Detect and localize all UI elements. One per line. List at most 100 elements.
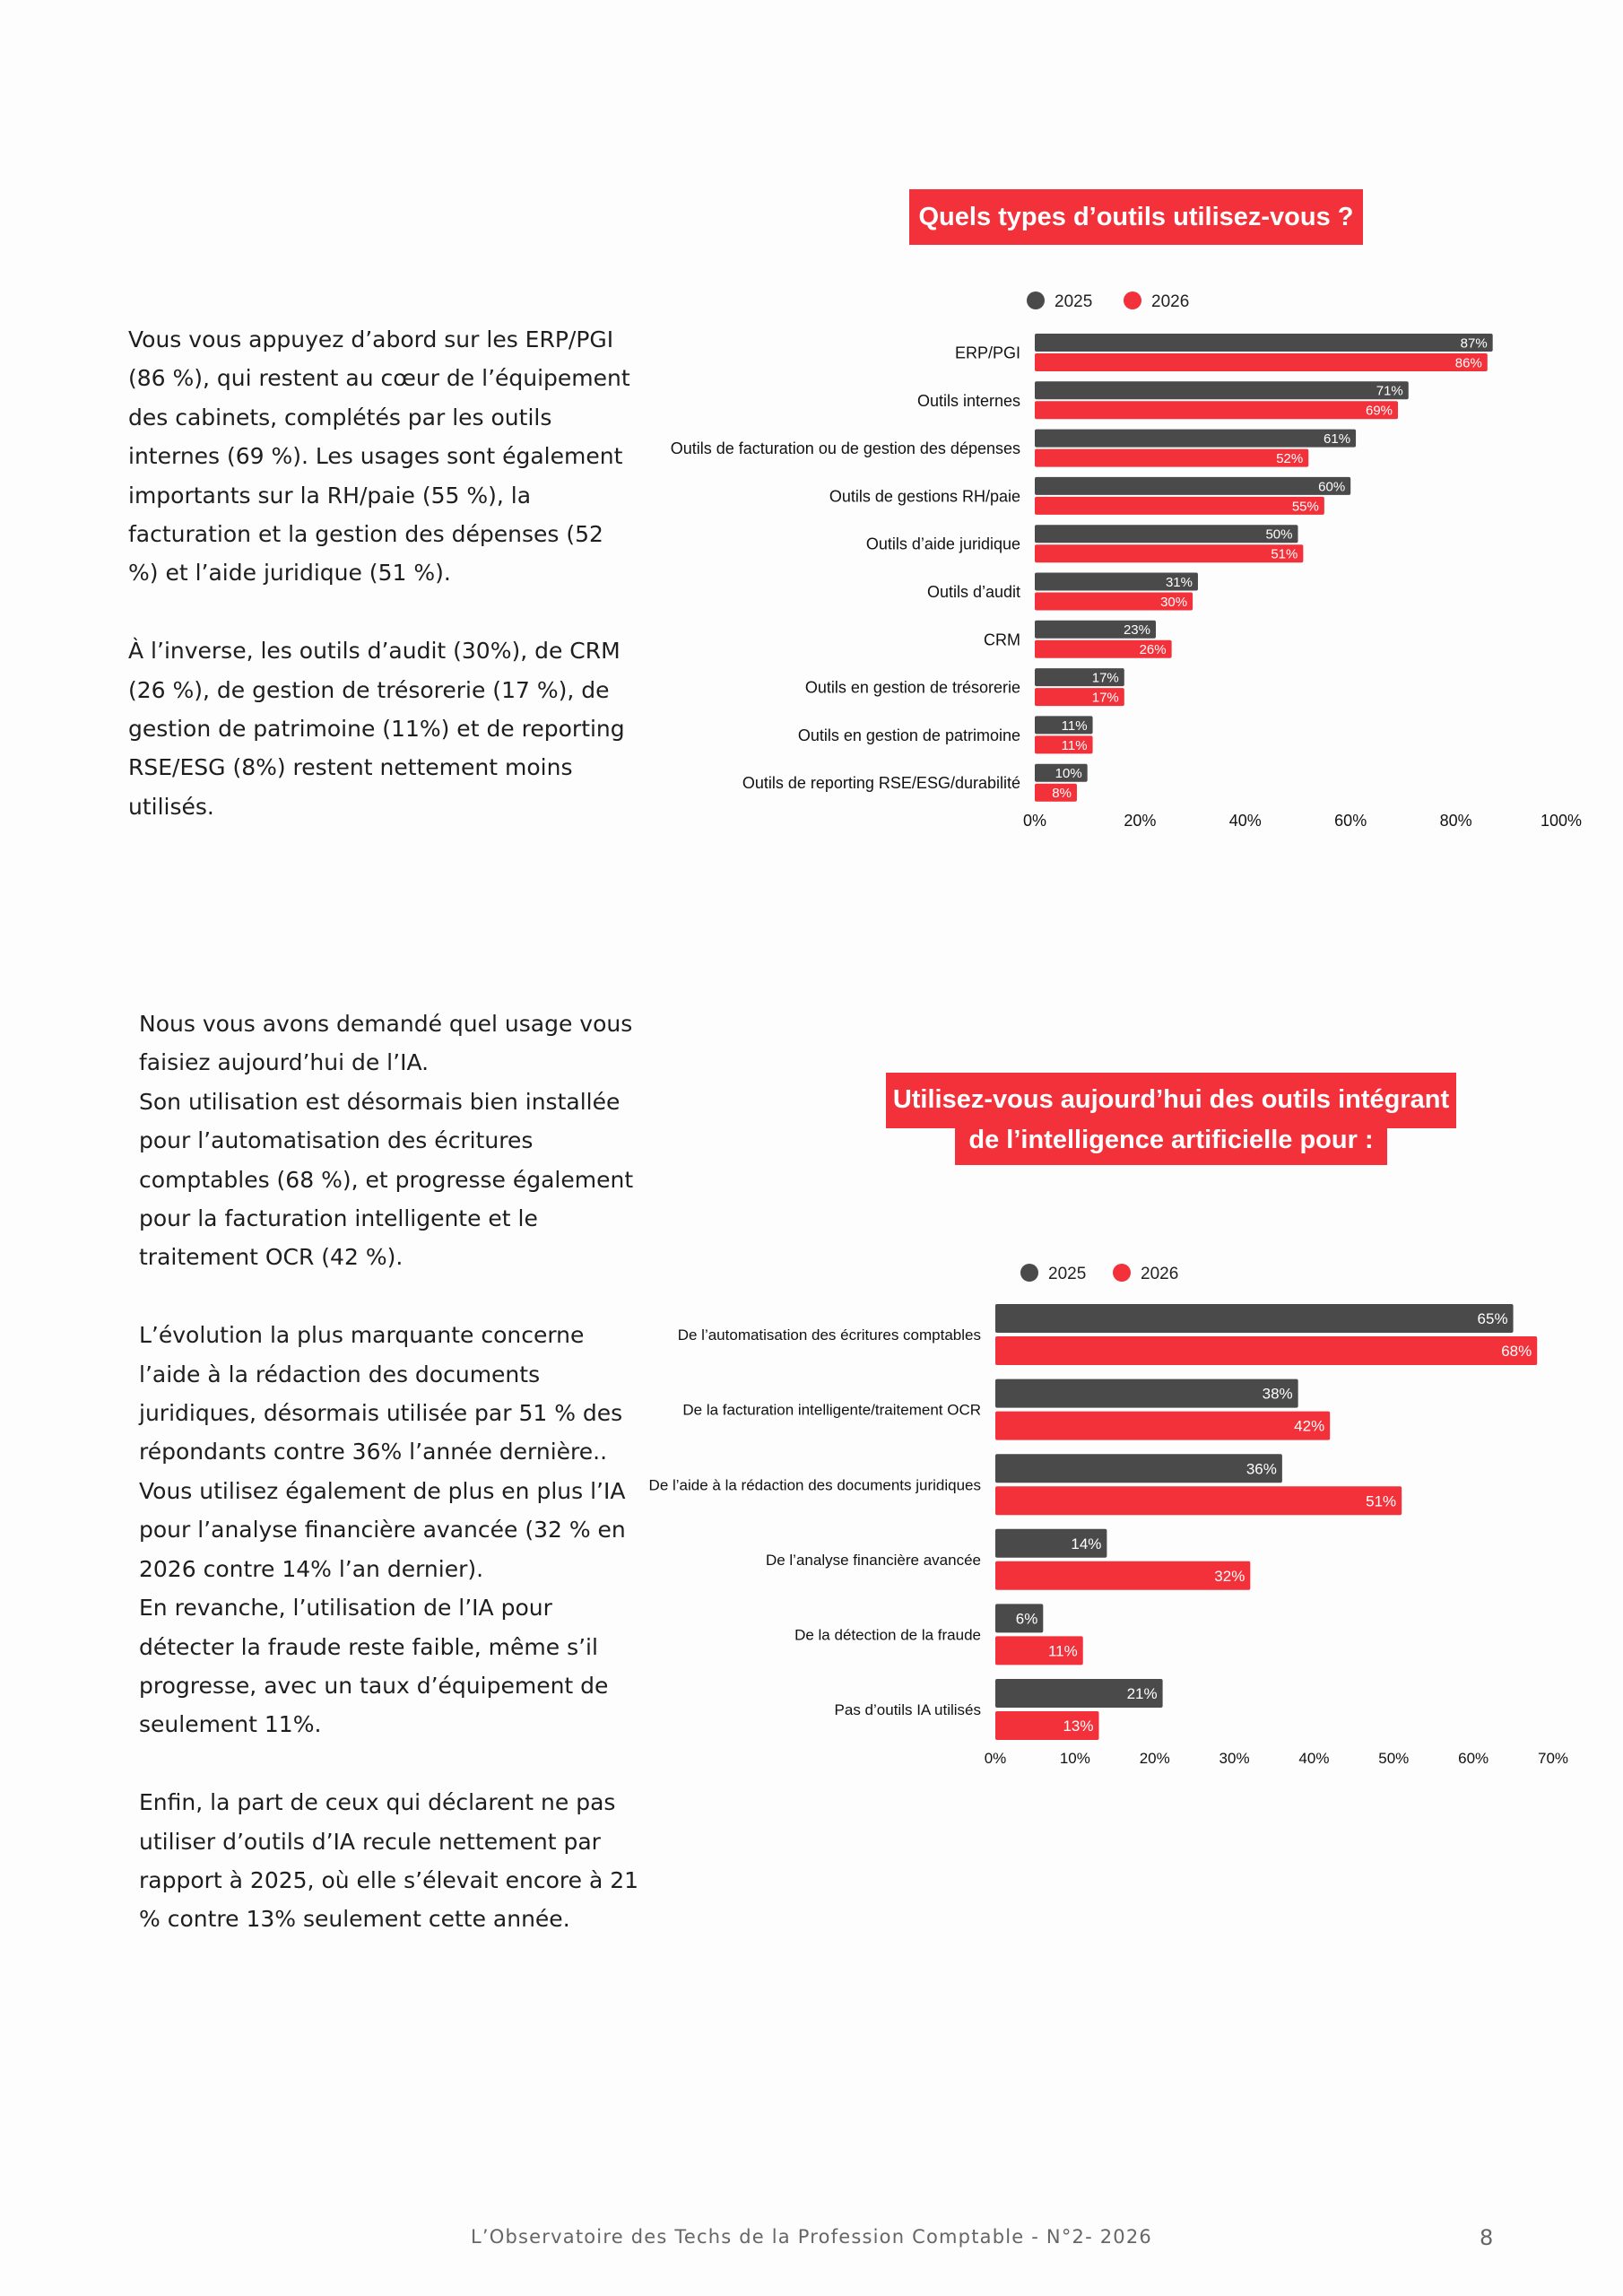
chart-title-ai-line1: Utilisez-vous aujourd’hui des outils int… bbox=[886, 1073, 1456, 1128]
bar-2025 bbox=[1035, 381, 1409, 400]
data-label-2026: 86% bbox=[1455, 355, 1482, 370]
bar-2025 bbox=[1035, 572, 1198, 591]
data-label-2026: 32% bbox=[1214, 1568, 1245, 1585]
x-tick-label: 40% bbox=[1229, 812, 1262, 830]
data-label-2026: 11% bbox=[1062, 738, 1088, 753]
bar-2025 bbox=[995, 1679, 1163, 1708]
bar-2026 bbox=[995, 1411, 1331, 1440]
legend-marker-2026 bbox=[1113, 1264, 1131, 1282]
data-label-2026: 51% bbox=[1366, 1492, 1396, 1509]
bar-2025 bbox=[1035, 525, 1298, 544]
category-label: Outils d’audit bbox=[927, 583, 1020, 601]
data-label-2025: 50% bbox=[1265, 527, 1292, 543]
bar-2026 bbox=[1035, 688, 1124, 707]
data-label-2025: 21% bbox=[1127, 1685, 1158, 1702]
category-label: Outils internes bbox=[917, 392, 1020, 410]
bar-2026 bbox=[995, 1486, 1402, 1516]
category-label: CRM bbox=[984, 631, 1020, 648]
category-label: Outils d’aide juridique bbox=[866, 535, 1020, 553]
bar-2025 bbox=[995, 1304, 1514, 1333]
legend-marker-2026 bbox=[1124, 291, 1141, 309]
data-label-2026: 42% bbox=[1294, 1418, 1324, 1435]
category-label: Outils de reporting RSE/ESG/durabilité bbox=[742, 774, 1020, 792]
bar-2026 bbox=[1035, 448, 1309, 467]
data-label-2025: 31% bbox=[1166, 575, 1193, 590]
category-label: Outils en gestion de patrimoine bbox=[798, 726, 1020, 744]
category-label: De la détection de la fraude bbox=[794, 1627, 981, 1644]
bar-2025 bbox=[995, 1528, 1107, 1558]
bar-2025 bbox=[1035, 429, 1357, 448]
bar-2025 bbox=[1035, 668, 1124, 687]
x-tick-label: 80% bbox=[1440, 812, 1472, 830]
data-label-2025: 17% bbox=[1092, 671, 1119, 686]
data-label-2025: 14% bbox=[1071, 1535, 1101, 1552]
bar-2026 bbox=[995, 1561, 1251, 1590]
x-tick-label: 20% bbox=[1140, 1750, 1170, 1767]
category-label: ERP/PGI bbox=[955, 344, 1020, 361]
x-tick-label: 60% bbox=[1458, 1750, 1488, 1767]
legend-label-2025: 2025 bbox=[1055, 292, 1092, 311]
legend-label-2026: 2026 bbox=[1151, 292, 1189, 311]
footer-text: L’Observatoire des Techs de la Professio… bbox=[471, 2226, 1152, 2248]
x-tick-label: 0% bbox=[985, 1750, 1007, 1767]
data-label-2026: 51% bbox=[1271, 547, 1298, 562]
category-label: Outils de gestions RH/paie bbox=[829, 487, 1020, 505]
bar-2025 bbox=[1035, 716, 1093, 735]
x-tick-label: 0% bbox=[1023, 812, 1046, 830]
category-label: De l’automatisation des écritures compta… bbox=[678, 1326, 981, 1344]
bar-2026 bbox=[1035, 735, 1093, 754]
data-label-2025: 61% bbox=[1324, 431, 1350, 447]
bar-2026 bbox=[1035, 544, 1304, 563]
x-tick-label: 10% bbox=[1060, 1750, 1090, 1767]
data-label-2025: 11% bbox=[1062, 718, 1088, 734]
data-label-2025: 10% bbox=[1055, 766, 1082, 781]
data-label-2025: 71% bbox=[1376, 384, 1403, 399]
data-label-2026: 13% bbox=[1063, 1718, 1093, 1735]
category-label: De l’aide à la rédaction des documents j… bbox=[649, 1476, 981, 1493]
legend-marker-2025 bbox=[1027, 291, 1045, 309]
bar-2026 bbox=[1035, 353, 1488, 371]
bar-2025 bbox=[995, 1454, 1282, 1483]
category-label: Outils en gestion de trésorerie bbox=[805, 679, 1020, 697]
data-label-2025: 23% bbox=[1124, 622, 1150, 638]
x-tick-label: 70% bbox=[1538, 1750, 1568, 1767]
data-label-2025: 65% bbox=[1478, 1310, 1508, 1327]
bar-2026 bbox=[995, 1336, 1538, 1365]
bar-2025 bbox=[1035, 763, 1088, 782]
bar-2025 bbox=[1035, 476, 1351, 495]
data-label-2025: 87% bbox=[1461, 335, 1488, 351]
category-label: De l’analyse financière avancée bbox=[766, 1552, 981, 1569]
bar-2026 bbox=[1035, 639, 1172, 658]
bar-2025 bbox=[1035, 620, 1157, 639]
category-label: Pas d’outils IA utilisés bbox=[835, 1701, 981, 1718]
legend-label-2026: 2026 bbox=[1141, 1265, 1178, 1283]
data-label-2026: 30% bbox=[1160, 595, 1187, 610]
legend-label-2025: 2025 bbox=[1048, 1265, 1086, 1283]
bar-2026 bbox=[995, 1636, 1083, 1665]
bar-2025 bbox=[995, 1378, 1298, 1408]
x-tick-label: 30% bbox=[1219, 1750, 1250, 1767]
data-label-2026: 26% bbox=[1140, 642, 1167, 657]
category-label: De la facturation intelligente/traitemen… bbox=[682, 1402, 981, 1419]
legend-marker-2025 bbox=[1020, 1264, 1038, 1282]
bar-2026 bbox=[1035, 783, 1077, 802]
bar-2026 bbox=[1035, 496, 1324, 515]
x-tick-label: 60% bbox=[1334, 812, 1367, 830]
chart-title-tools: Quels types d’outils utilisez-vous ? bbox=[909, 189, 1363, 245]
data-label-2026: 52% bbox=[1276, 451, 1303, 466]
intro-paragraph-tools: Vous vous appuyez d’abord sur les ERP/PG… bbox=[128, 326, 630, 820]
data-label-2026: 69% bbox=[1366, 404, 1393, 419]
data-label-2026: 17% bbox=[1092, 691, 1119, 706]
x-tick-label: 20% bbox=[1124, 812, 1156, 830]
category-label: Outils de facturation ou de gestion des … bbox=[671, 439, 1020, 457]
page-number: 8 bbox=[1480, 2225, 1494, 2250]
bar-2025 bbox=[1035, 334, 1493, 352]
data-label-2026: 68% bbox=[1501, 1343, 1532, 1360]
data-label-2026: 8% bbox=[1052, 786, 1072, 801]
bar-2026 bbox=[995, 1711, 1099, 1740]
x-tick-label: 100% bbox=[1541, 812, 1582, 830]
chart-title-ai-line2: de l’intelligence artificielle pour : bbox=[955, 1122, 1387, 1165]
bar-2026 bbox=[1035, 401, 1399, 420]
